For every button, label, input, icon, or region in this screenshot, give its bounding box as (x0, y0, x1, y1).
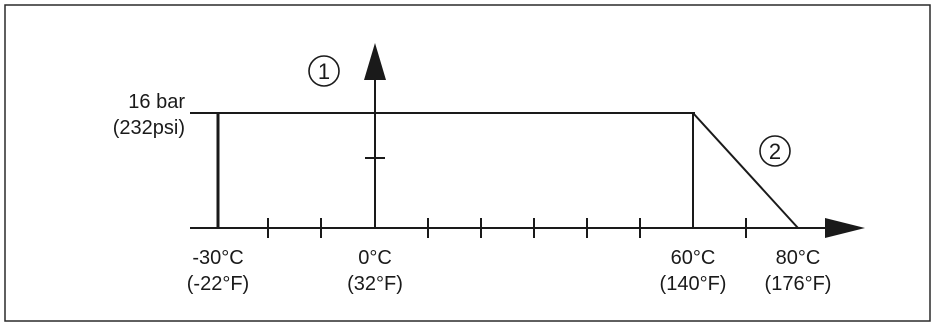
x-label-60-c: 60°C (671, 247, 716, 269)
callout-1-number: 1 (318, 59, 330, 84)
callout-1: 1 (308, 55, 340, 87)
x-axis-arrowhead (825, 218, 865, 238)
x-label-60-f: (140°F) (660, 273, 727, 295)
callout-1-circle (308, 55, 340, 87)
y-axis-arrowhead (364, 43, 386, 80)
x-label-80-f: (176°F) (765, 273, 832, 295)
curve-derating-slope (692, 112, 799, 229)
x-label-0-c: 0°C (358, 247, 392, 269)
x-axis-ticks (267, 218, 747, 238)
y-label-psi: (232psi) (113, 117, 185, 139)
y-label-bar: 16 bar (128, 91, 185, 113)
x-label-minus30-c: -30°C (192, 247, 243, 269)
callout-2-number: 2 (769, 139, 781, 164)
x-label-0-f: (32°F) (347, 273, 403, 295)
x-label-minus30-f: (-22°F) (187, 273, 249, 295)
callout-2: 2 (759, 135, 791, 167)
x-label-80-c: 80°C (776, 247, 821, 269)
diagram-frame (4, 4, 931, 322)
callout-2-circle (759, 135, 791, 167)
